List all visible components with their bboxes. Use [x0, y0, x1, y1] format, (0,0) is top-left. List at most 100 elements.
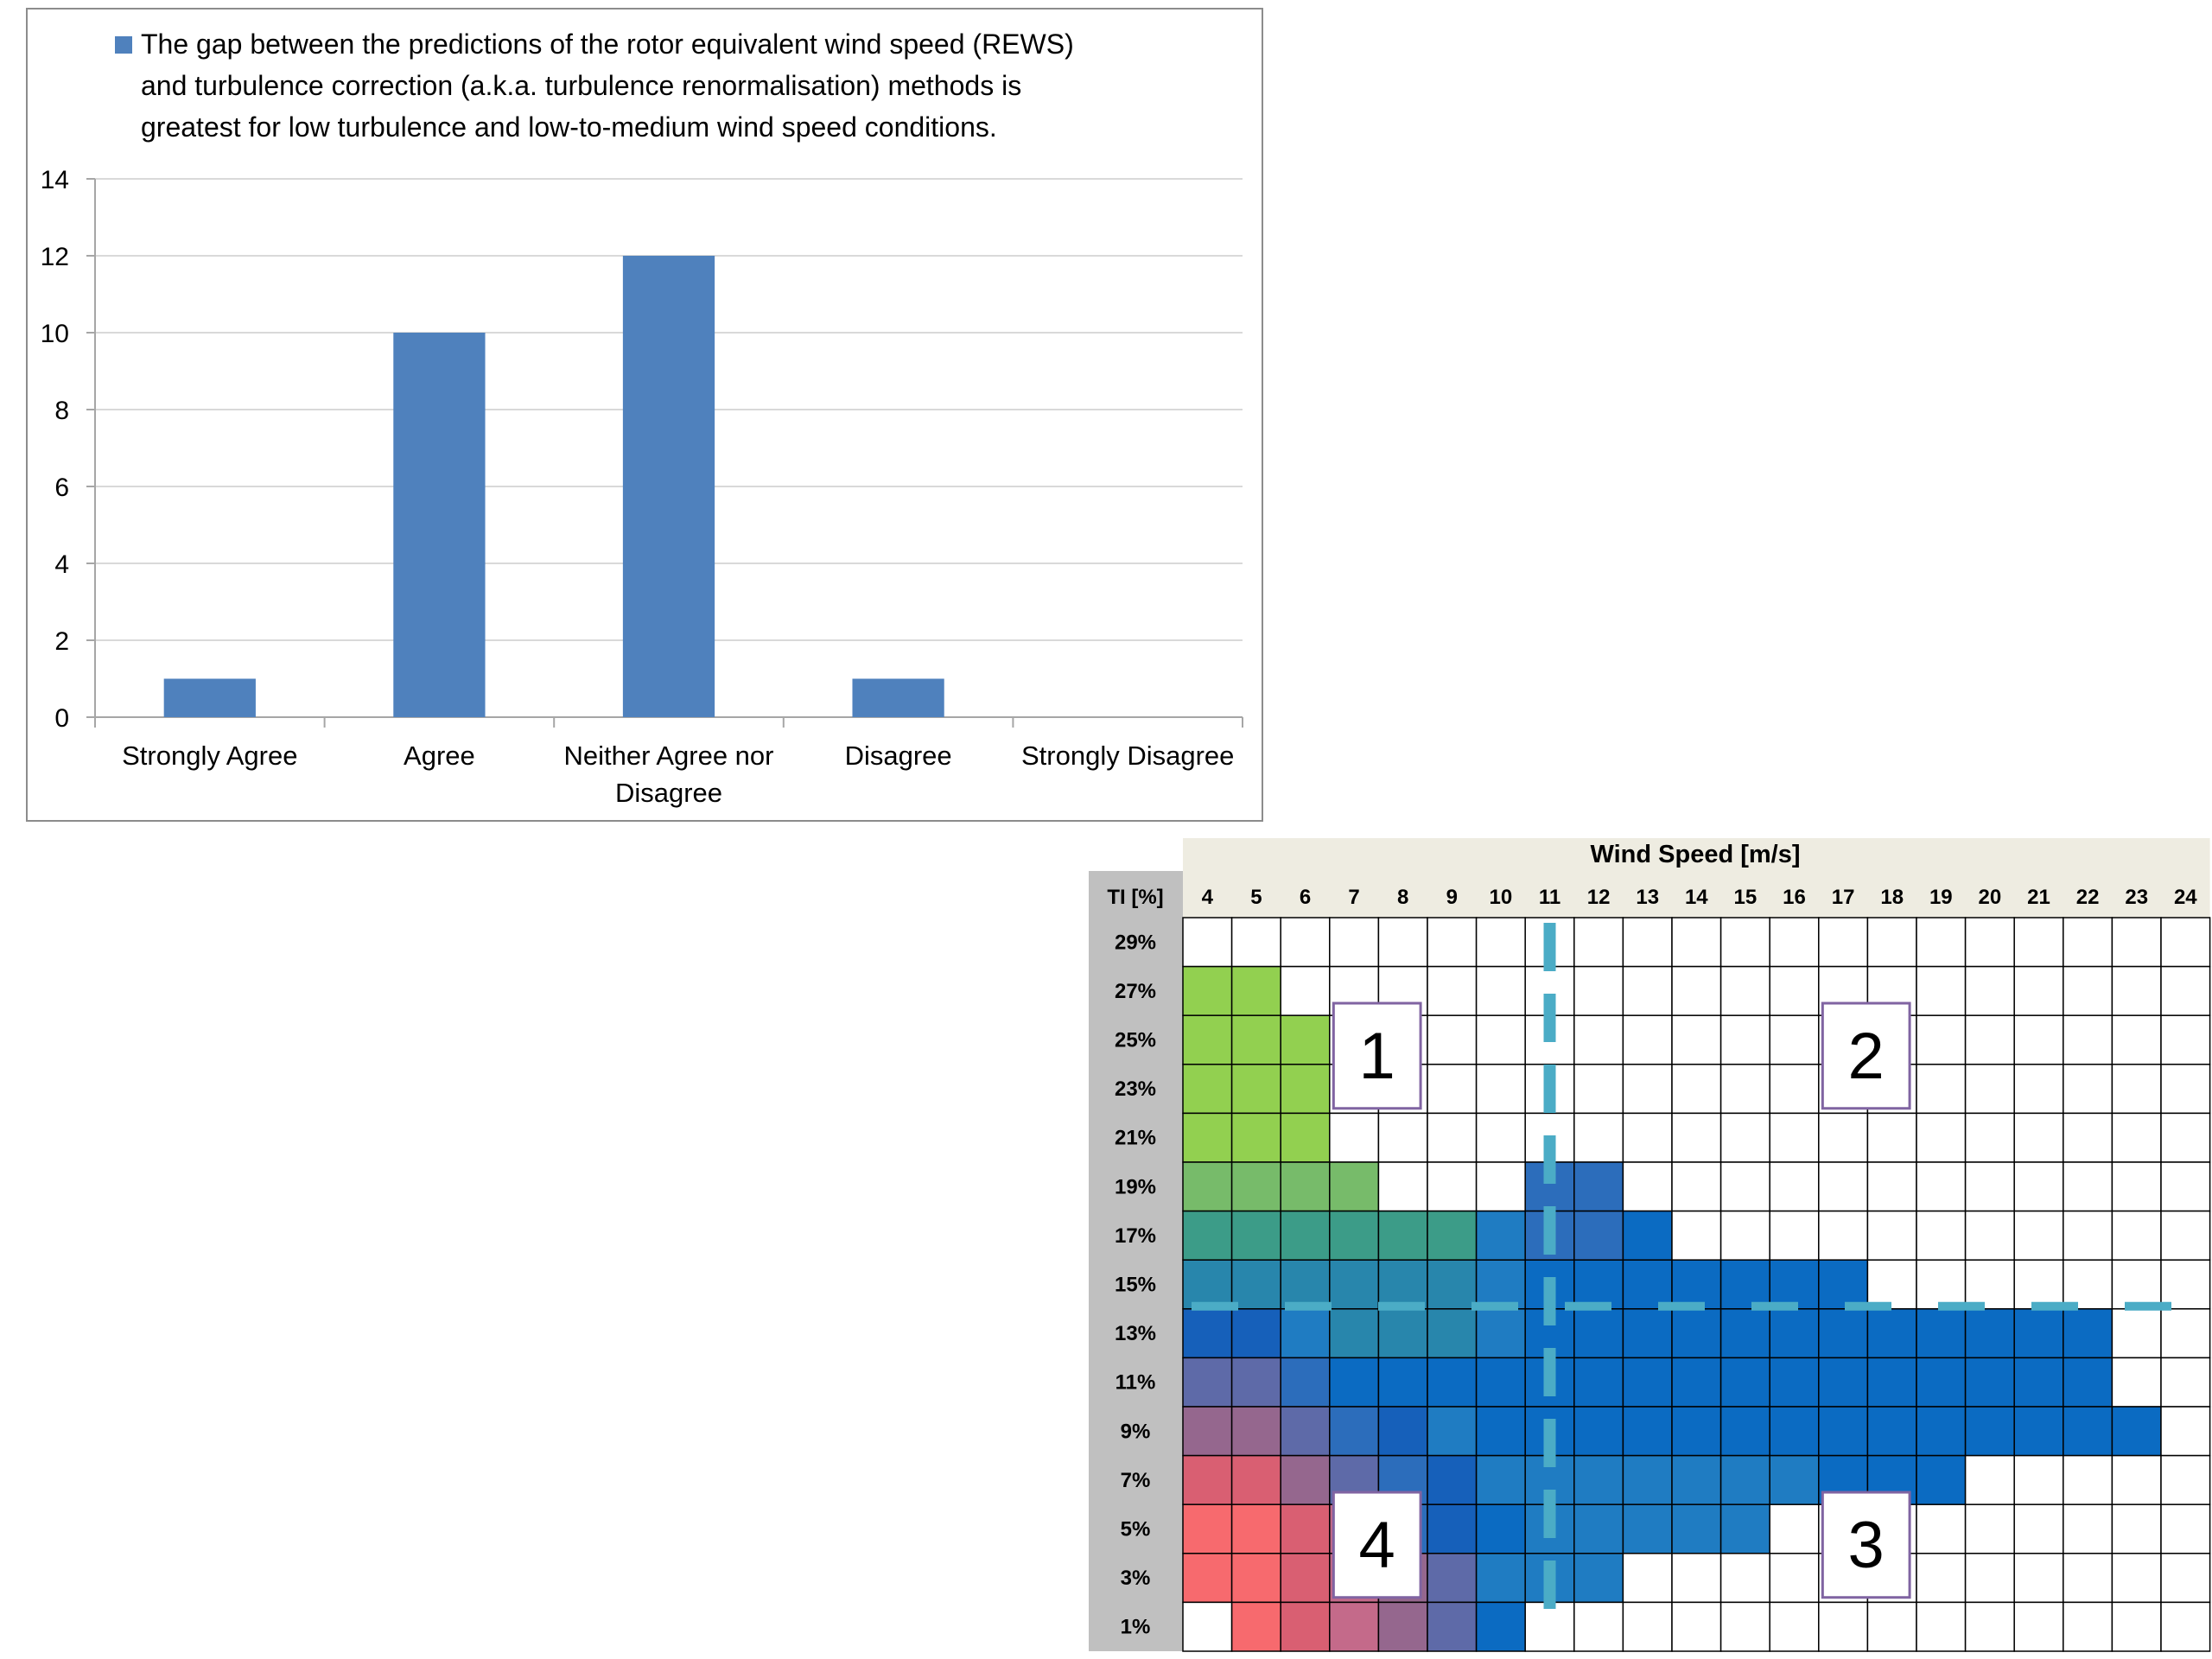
grid-cell — [1769, 917, 1820, 968]
grid-cell — [2160, 1014, 2211, 1065]
grid-cell — [1427, 1064, 1478, 1115]
grid-cell — [2063, 1553, 2113, 1604]
grid-cell — [1818, 1161, 1869, 1212]
wind-speed-label: 15 — [1734, 886, 1758, 909]
grid-cell — [2160, 917, 2211, 968]
grid-cell — [1230, 1112, 1281, 1163]
grid-cell — [1964, 1454, 2015, 1505]
grid-cell — [1964, 1601, 2015, 1652]
grid-cell — [1280, 1503, 1331, 1554]
grid-cell — [1182, 965, 1233, 1016]
grid-cell — [2063, 1161, 2113, 1212]
grid-cell — [1964, 1161, 2015, 1212]
grid-cell — [1818, 1308, 1869, 1359]
grid-cell — [1182, 1503, 1233, 1554]
region-label-box — [1332, 1491, 1422, 1599]
grid-cell — [1818, 1357, 1869, 1408]
grid-cell — [1329, 1406, 1380, 1457]
grid-cell — [1280, 1161, 1331, 1212]
grid-cell — [1769, 1161, 1820, 1212]
grid-cell — [1622, 1112, 1673, 1163]
grid-cell — [1719, 1406, 1770, 1457]
grid-cell — [1377, 1406, 1428, 1457]
grid-cell — [1818, 1210, 1869, 1261]
grid-cell — [1866, 1210, 1917, 1261]
wind-speed-label: 5 — [1250, 886, 1262, 909]
grid-cell — [1964, 1259, 2015, 1310]
grid-cell — [1280, 1064, 1331, 1115]
grid-cell — [1182, 1064, 1233, 1115]
wind-speed-label: 14 — [1685, 886, 1708, 909]
grid-cell — [1964, 1553, 2015, 1604]
grid-cell — [1719, 1210, 1770, 1261]
grid-cell — [1280, 1308, 1331, 1359]
grid-cell — [2111, 1503, 2162, 1554]
x-tick-label: Strongly Agree — [122, 741, 297, 771]
grid-cell — [1818, 1406, 1869, 1457]
grid-cell — [2160, 1161, 2211, 1212]
grid-cell — [1475, 1161, 1526, 1212]
grid-cell — [2160, 1210, 2211, 1261]
grid-cell — [1475, 1553, 1526, 1604]
grid-cell — [1671, 1259, 1722, 1310]
grid-cell — [1916, 965, 1967, 1016]
grid-cell — [1671, 1210, 1722, 1261]
grid-cell — [1916, 1454, 1967, 1505]
grid-cell — [1182, 1553, 1233, 1604]
wind-speed-label: 8 — [1397, 886, 1408, 909]
grid-cell — [1769, 1454, 1820, 1505]
grid-cell — [1671, 1014, 1722, 1065]
grid-cell — [1769, 1601, 1820, 1652]
grid-cell — [1280, 1259, 1331, 1310]
grid-cell — [1475, 1014, 1526, 1065]
grid-cell — [2063, 1112, 2113, 1163]
grid-cell — [2160, 1308, 2211, 1359]
grid-cell — [1964, 1210, 2015, 1261]
grid-cell — [2013, 1259, 2064, 1310]
grid-cell — [1769, 1357, 1820, 1408]
wind-speed-label: 23 — [2125, 886, 2148, 909]
grid-cell — [1280, 1454, 1331, 1505]
grid-cell — [1916, 1259, 1967, 1310]
region-label: 1 — [1359, 1020, 1395, 1093]
grid-cell — [1622, 917, 1673, 968]
grid-cell — [1622, 1553, 1673, 1604]
grid-cell — [2111, 1357, 2162, 1408]
grid-cell — [1475, 1406, 1526, 1457]
y-tick-label: 6 — [54, 474, 69, 502]
grid-cell — [1182, 1357, 1233, 1408]
grid-cell — [1377, 1161, 1428, 1212]
grid-cell — [2111, 1553, 2162, 1604]
grid-cell — [1671, 1064, 1722, 1115]
grid-cell — [1230, 1210, 1281, 1261]
grid-cell — [1280, 917, 1331, 968]
grid-cell — [1182, 917, 1233, 968]
grid-cell — [1916, 1210, 1967, 1261]
grid-cell — [2013, 1601, 2064, 1652]
grid-cell — [2111, 1210, 2162, 1261]
grid-cell — [1377, 1601, 1428, 1652]
grid-cell — [1671, 917, 1722, 968]
grid-cell — [1719, 965, 1770, 1016]
grid-cell — [2063, 1210, 2113, 1261]
grid-cell — [2111, 1112, 2162, 1163]
grid-cell — [1427, 1553, 1478, 1604]
grid-cell — [1427, 1112, 1478, 1163]
grid-cell — [2063, 1503, 2113, 1554]
region-label-box — [1821, 1001, 1911, 1110]
grid-cell — [1964, 917, 2015, 968]
grid-cell — [1427, 1259, 1478, 1310]
ti-label: 9% — [1121, 1420, 1151, 1443]
grid-cell — [1622, 1014, 1673, 1065]
grid-cell — [1230, 1161, 1281, 1212]
grid-cell — [1475, 1503, 1526, 1554]
grid-cell — [1622, 1259, 1673, 1310]
grid-cell — [2063, 917, 2113, 968]
wind-speed-label: 21 — [2027, 886, 2050, 909]
wind-speed-label: 22 — [2076, 886, 2100, 909]
grid-cell — [1769, 1503, 1820, 1554]
grid-cell — [1230, 1601, 1281, 1652]
grid-cell — [1427, 1503, 1478, 1554]
grid-cell — [1573, 1406, 1624, 1457]
legend-text-line: The gap between the predictions of the r… — [141, 29, 1074, 60]
